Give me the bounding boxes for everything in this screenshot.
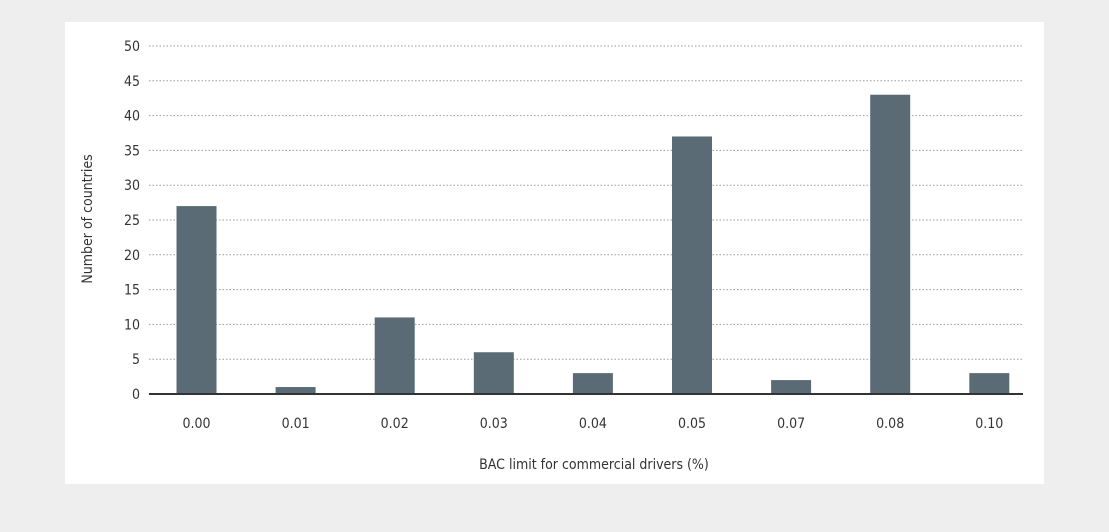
x-tick-labels: 0.00 0.01 0.02 0.03 0.04 0.05 0.07 0.08 0.10 (182, 416, 1003, 432)
bar-0.01 (275, 387, 316, 394)
y-tick-label: 25 (124, 213, 140, 229)
y-tick-label: 0 (132, 387, 140, 403)
y-tick-label: 40 (124, 109, 140, 125)
y-tick-labels: 0 5 10 15 20 25 30 35 40 45 50 (124, 39, 140, 403)
y-tick-label: 45 (124, 74, 140, 90)
x-tick-label: 0.02 (381, 416, 409, 432)
y-tick-label: 15 (124, 283, 140, 299)
bar-0.04 (572, 373, 613, 394)
bar-0.03 (473, 352, 514, 394)
bar-0.00 (176, 206, 217, 394)
x-tick-label: 0.10 (975, 416, 1003, 432)
x-tick-label: 0.07 (777, 416, 805, 432)
x-tick-label: 0.04 (579, 416, 607, 432)
y-tick-label: 50 (124, 39, 140, 55)
bars (176, 94, 1010, 394)
x-axis-title: BAC limit for commercial drivers (%) (479, 457, 709, 473)
bar-0.07 (771, 380, 812, 394)
x-tick-label: 0.03 (480, 416, 508, 432)
x-tick-label: 0.08 (876, 416, 904, 432)
x-tick-label: 0.01 (282, 416, 310, 432)
bar-0.05 (672, 136, 712, 394)
y-tick-label: 10 (124, 317, 140, 333)
y-tick-label: 5 (132, 352, 140, 368)
bar-0.10 (969, 373, 1010, 394)
y-tick-label: 20 (124, 248, 140, 264)
x-tick-label: 0.00 (182, 416, 210, 432)
chart-card: 0 5 10 15 20 25 30 35 40 45 50 0.00 0.01 0.02 0.03 0.0… (65, 22, 1044, 484)
y-axis-title: Number of countries (80, 154, 96, 283)
bar-0.02 (374, 317, 415, 394)
x-tick-label: 0.05 (678, 416, 706, 432)
y-tick-label: 35 (124, 143, 140, 159)
y-tick-label: 30 (124, 178, 140, 194)
bar-0.08 (870, 94, 911, 394)
